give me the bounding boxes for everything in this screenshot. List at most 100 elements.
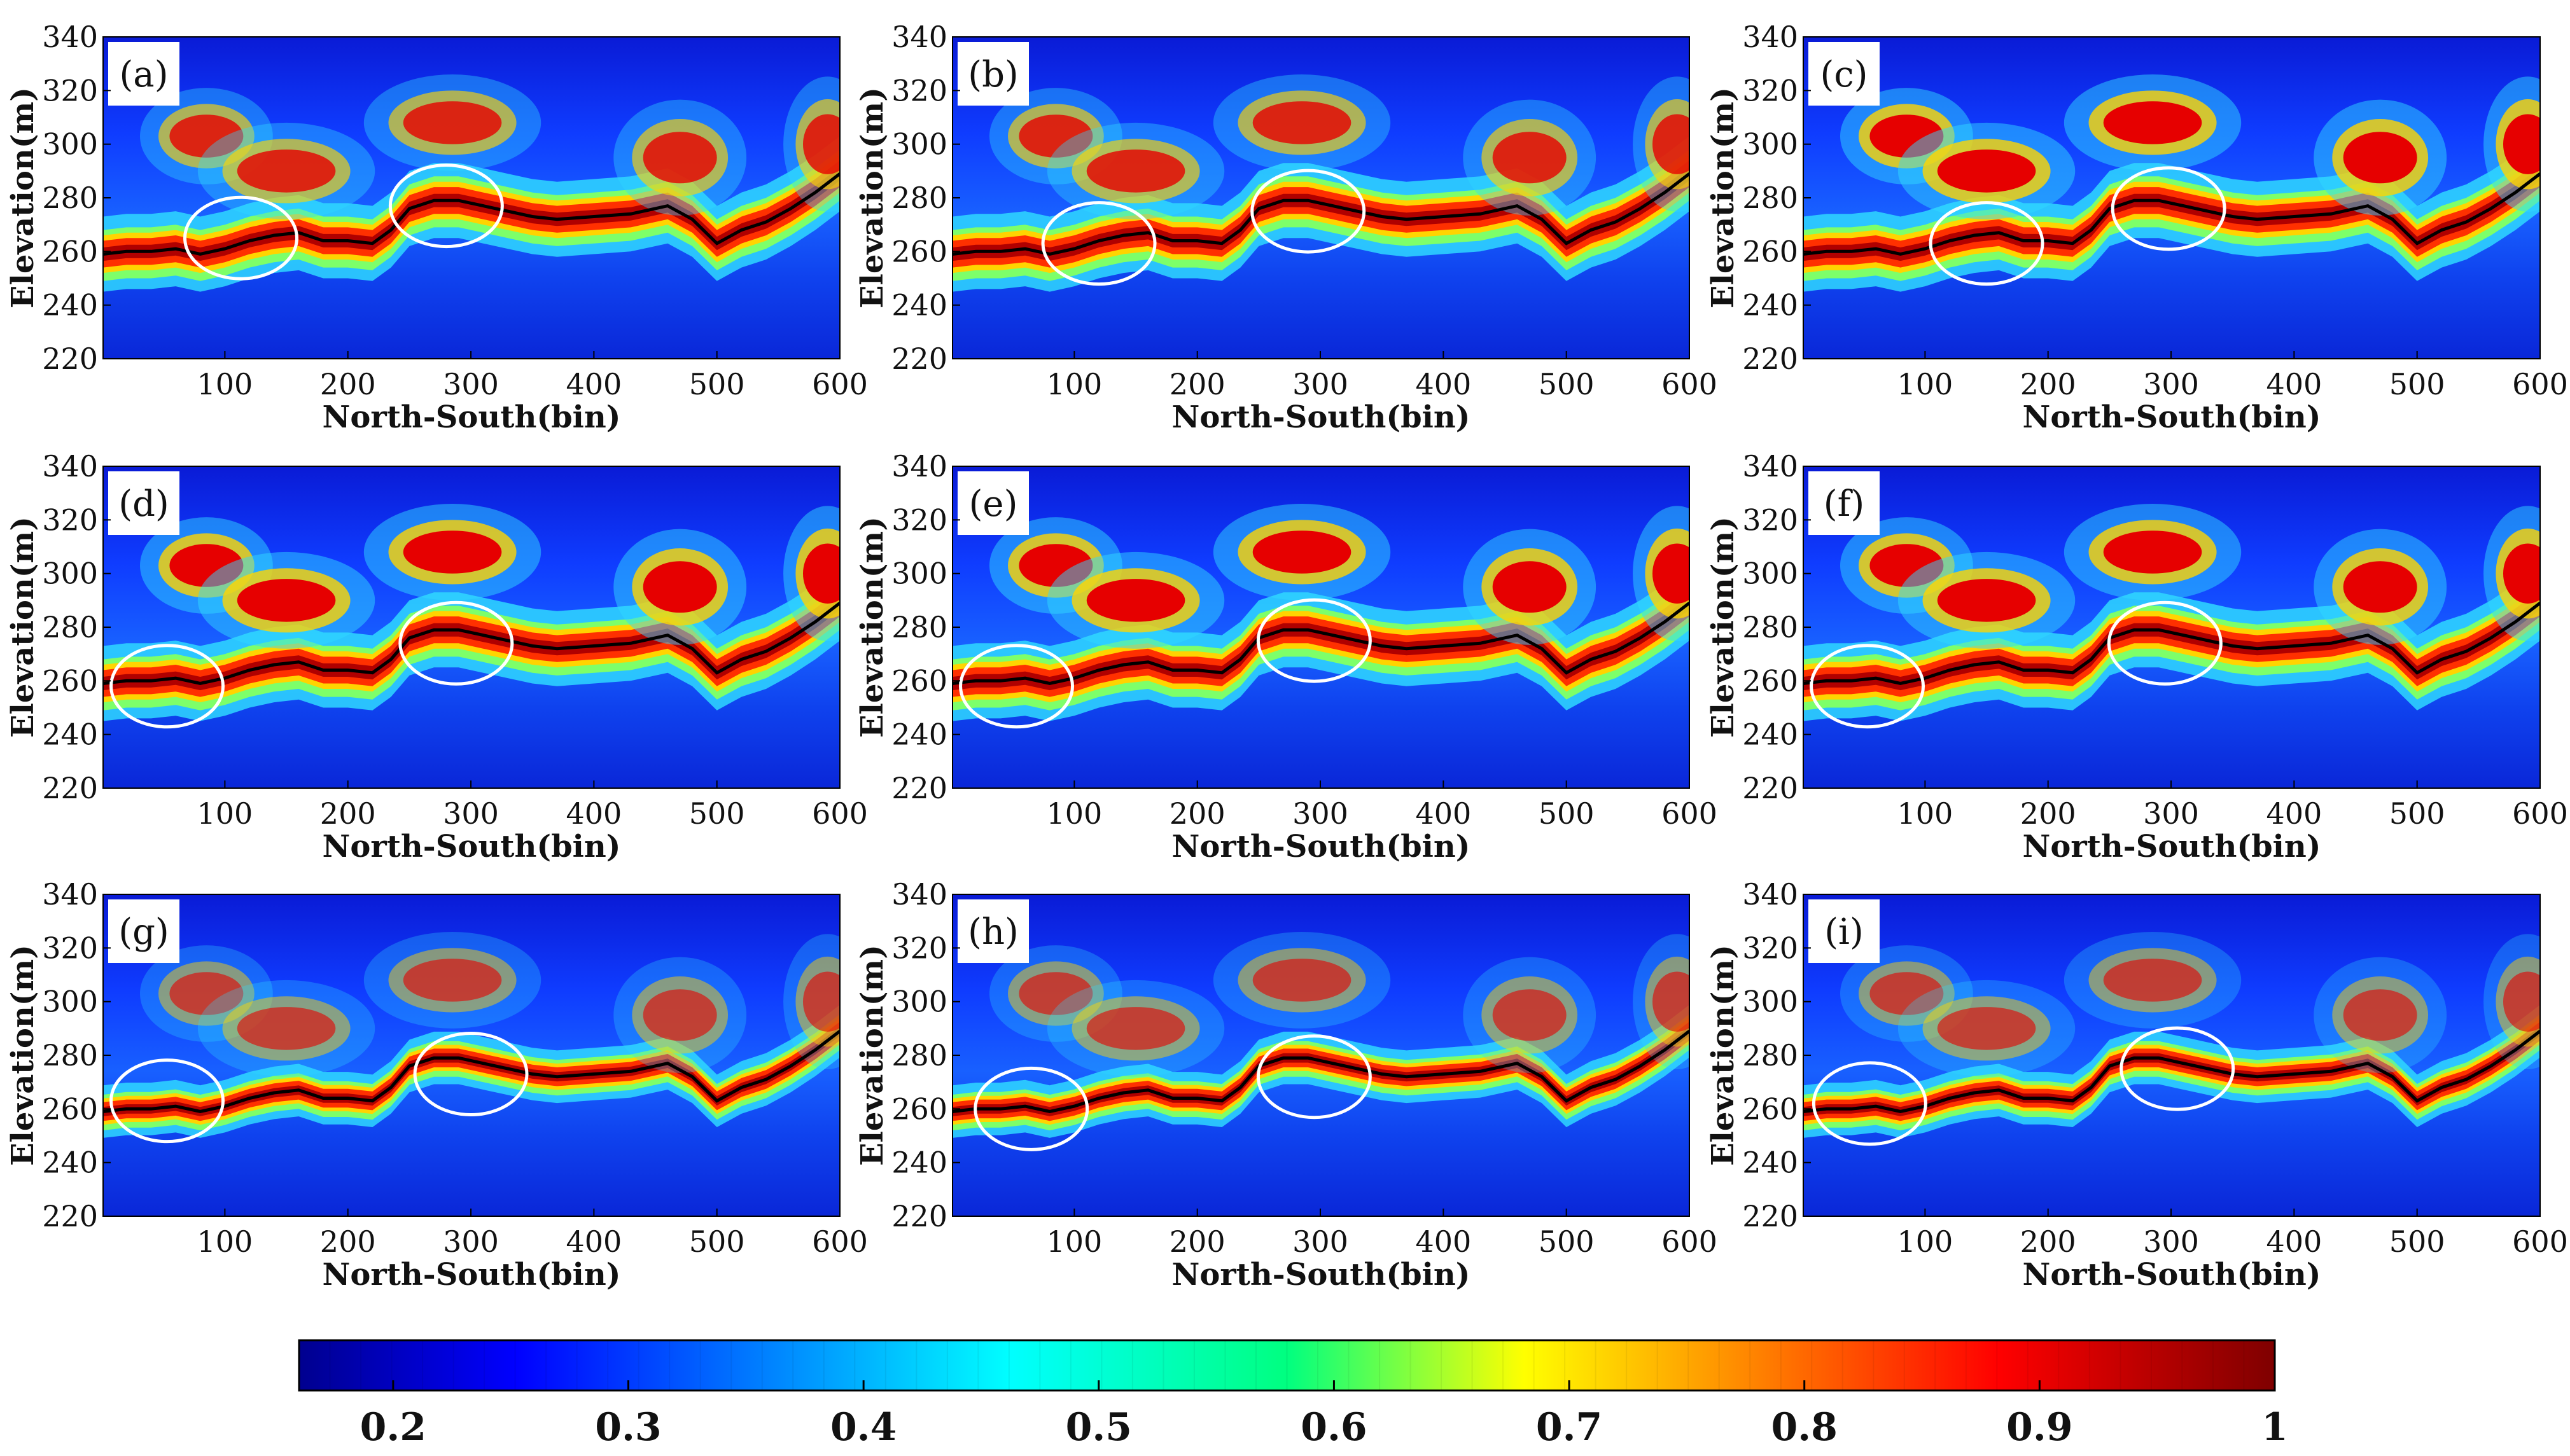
- panel-i: (i) 220 240 260 280 300 320 340 100 200 300 400 500 6…: [1705, 877, 2568, 1293]
- x-tick-label: 200: [320, 1224, 376, 1259]
- heatmap-field: [953, 932, 1689, 1151]
- colorbar-tick-label: 0.5: [1066, 1405, 1132, 1450]
- colorbar-tick-label: 0.7: [1536, 1405, 1602, 1450]
- y-tick-label: 260: [1742, 1092, 1798, 1126]
- x-tick-label: 600: [2512, 367, 2568, 401]
- canopy-core: [803, 971, 840, 1032]
- band-dark-red: [1803, 167, 2540, 261]
- band-red: [1803, 1022, 2540, 1121]
- panels: (a) 220 240 260 280 300 320 340 100 200 300 400 500 6…: [5, 20, 2568, 1293]
- x-tick-label: 300: [1292, 367, 1348, 401]
- y-tick-label: 280: [1742, 610, 1798, 644]
- y-tick-label: 240: [42, 288, 98, 322]
- y-tick-label: 320: [42, 931, 98, 965]
- x-tick-label: 100: [1046, 796, 1102, 831]
- band-dark-red: [103, 596, 840, 691]
- highlight-ellipse: [398, 600, 514, 686]
- x-tick-label: 500: [2389, 1224, 2445, 1259]
- y-tick-label: 260: [42, 234, 98, 268]
- x-tick-label: 200: [1170, 1224, 1226, 1259]
- panel-label-box: [1808, 42, 1880, 106]
- heatmap-field: [1803, 504, 2540, 729]
- canopy-core: [1652, 543, 1689, 604]
- band-dark-red: [1803, 1026, 2540, 1116]
- y-tick-label: 280: [42, 181, 98, 215]
- x-tick-label: 400: [1415, 796, 1471, 831]
- colorbar-tick-label: 0.6: [1301, 1405, 1367, 1450]
- canopy-core: [1086, 579, 1185, 622]
- x-tick-label: 600: [1661, 1224, 1717, 1259]
- y-tick-label: 300: [1742, 127, 1798, 162]
- highlight-ellipse: [1041, 201, 1157, 286]
- x-tick-label: 300: [2143, 796, 2199, 831]
- canopy-core: [2503, 971, 2540, 1032]
- y-axis-label: Elevation(m): [5, 945, 41, 1166]
- panel-d: (d) 220 240 260 280 300 320 340 100 200 300 400 500 6…: [5, 449, 868, 864]
- y-tick-label: 320: [891, 73, 947, 107]
- panel-e: (e) 220 240 260 280 300 320 340 100 200 300 400 500 6…: [855, 449, 1717, 864]
- x-tick-label: 100: [1046, 1224, 1102, 1259]
- y-tick-label: 260: [891, 234, 947, 268]
- y-tick-label: 240: [1742, 718, 1798, 752]
- x-axis-label: North-South(bin): [2023, 1257, 2321, 1293]
- highlight-ellipse: [1256, 1034, 1372, 1120]
- canopy-core: [1252, 530, 1351, 574]
- y-tick-label: 280: [891, 181, 947, 215]
- heatmap-field: [103, 74, 840, 292]
- x-tick-label: 400: [1415, 367, 1471, 401]
- y-tick-label: 320: [1742, 931, 1798, 965]
- y-tick-label: 300: [891, 557, 947, 591]
- highlight-ellipse: [974, 1066, 1089, 1151]
- y-tick-label: 260: [891, 663, 947, 698]
- band-red: [953, 160, 1689, 268]
- x-axis-label: North-South(bin): [323, 399, 621, 435]
- band-red: [1803, 590, 2540, 697]
- y-axis-label: Elevation(m): [5, 87, 41, 309]
- x-tick-label: 100: [1897, 367, 1953, 401]
- panel-label-box: [1808, 471, 1880, 535]
- x-tick-label: 500: [689, 1224, 745, 1259]
- y-tick-label: 280: [1742, 181, 1798, 215]
- highlight-ellipse: [109, 644, 225, 729]
- y-tick-label: 280: [891, 610, 947, 644]
- x-tick-label: 200: [320, 796, 376, 831]
- y-axis-label: Elevation(m): [1705, 517, 1741, 738]
- canopy-core: [643, 132, 717, 184]
- y-tick-label: 320: [1742, 503, 1798, 537]
- canopy-core: [169, 972, 244, 1015]
- highlight-ellipse: [1256, 598, 1372, 683]
- canopy-core: [403, 959, 502, 1002]
- y-tick-label: 260: [891, 1092, 947, 1126]
- canopy-core: [403, 530, 502, 574]
- x-tick-label: 200: [2020, 1224, 2076, 1259]
- y-tick-label: 260: [1742, 234, 1798, 268]
- heatmap-field: [953, 504, 1689, 729]
- y-tick-label: 320: [42, 503, 98, 537]
- x-tick-label: 300: [1292, 1224, 1348, 1259]
- y-tick-label: 300: [891, 127, 947, 162]
- band-red: [953, 590, 1689, 697]
- x-tick-label: 400: [2266, 796, 2322, 831]
- heatmap-field: [103, 504, 840, 729]
- panel-label: (c): [1820, 54, 1868, 95]
- canopy-core: [2343, 561, 2417, 613]
- highlight-ellipse: [2107, 600, 2223, 686]
- surface-line: [103, 172, 840, 256]
- panel-label-box: [108, 471, 179, 535]
- y-tick-label: 300: [42, 557, 98, 591]
- band-dark-red: [953, 596, 1689, 691]
- canopy-core: [169, 114, 244, 158]
- y-tick-label: 260: [42, 663, 98, 698]
- x-tick-label: 500: [2389, 367, 2445, 401]
- y-tick-label: 300: [891, 985, 947, 1019]
- colorbar: 0.2 0.3 0.4 0.5 0.6 0.7 0.8 0.9 1: [298, 1339, 2288, 1450]
- y-tick-label: 340: [42, 877, 98, 912]
- y-tick-label: 240: [1742, 288, 1798, 322]
- panel-c: (c) 220 240 260 280 300 320 340 100 200 300 400 500 6…: [1705, 20, 2568, 435]
- x-tick-label: 400: [2266, 1224, 2322, 1259]
- canopy-core: [1019, 972, 1093, 1015]
- x-tick-label: 400: [566, 796, 622, 831]
- colorbar-tick-label: 0.3: [595, 1405, 661, 1450]
- highlight-ellipse: [388, 163, 504, 249]
- panel-label: (e): [969, 483, 1018, 525]
